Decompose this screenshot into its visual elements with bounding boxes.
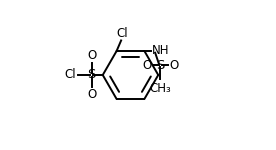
Text: S: S [156, 59, 164, 72]
Text: Cl: Cl [116, 27, 128, 40]
Text: O: O [87, 88, 96, 101]
Text: S: S [87, 69, 96, 81]
Text: CH₃: CH₃ [149, 82, 171, 95]
Text: O: O [142, 59, 152, 72]
Text: O: O [169, 59, 179, 72]
Text: Cl: Cl [64, 69, 76, 81]
Text: NH: NH [152, 44, 169, 57]
Text: O: O [87, 49, 96, 62]
